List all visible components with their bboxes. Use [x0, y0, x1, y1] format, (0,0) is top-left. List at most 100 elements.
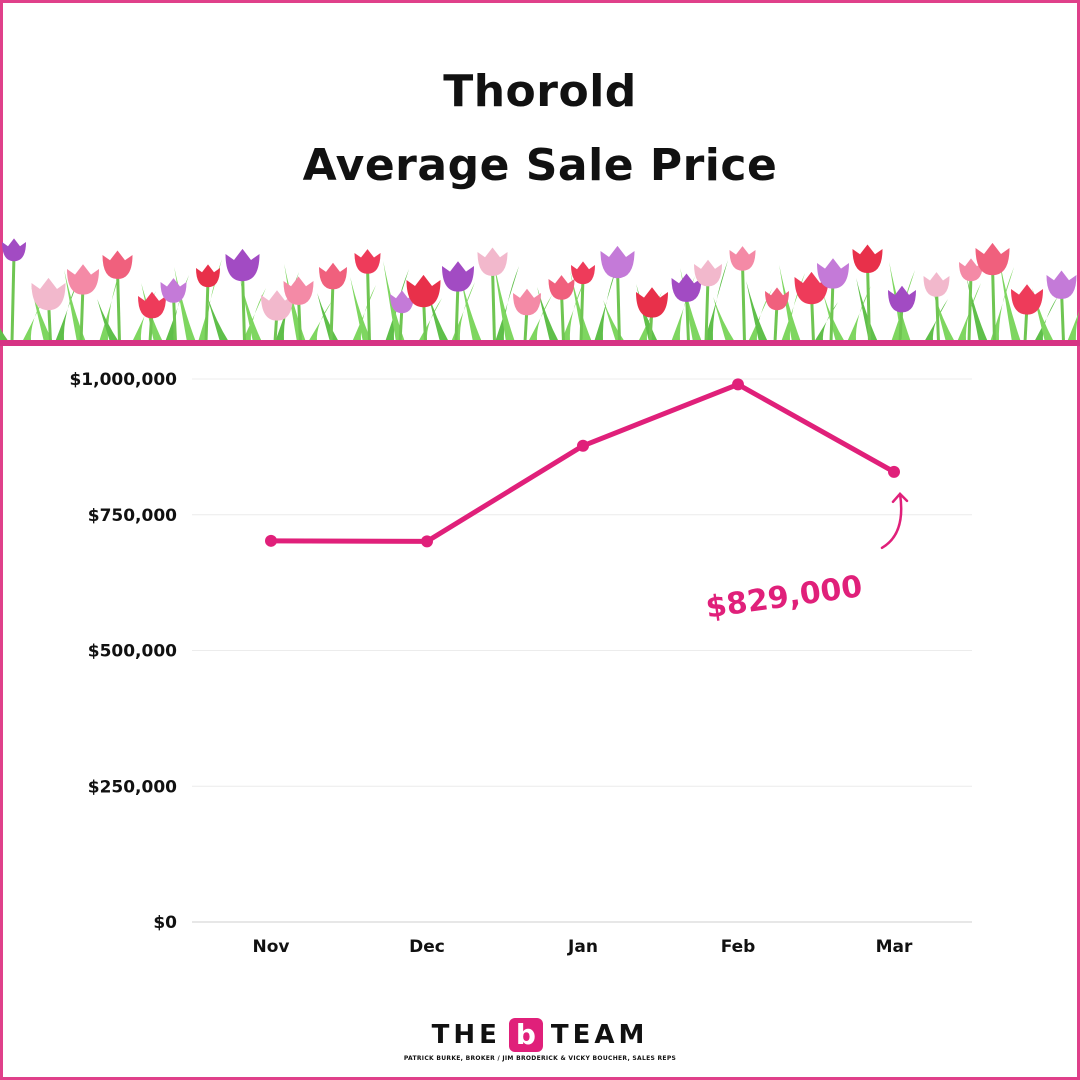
tulip-stem — [204, 279, 210, 342]
tulip-flower — [600, 245, 635, 279]
brand-logo: THE b TEAM PATRICK BURKE, BROKER / JIM B… — [0, 1018, 1080, 1062]
tulip-stem — [491, 266, 496, 342]
leaf — [636, 284, 658, 342]
tulip-flower — [888, 285, 916, 313]
x-axis-ticks: Nov Dec Jan Feb Mar — [253, 937, 913, 957]
leaf — [704, 260, 728, 342]
tulip-stem — [991, 264, 996, 342]
tulip-flower — [319, 262, 347, 290]
leaf — [31, 286, 53, 342]
leaf — [242, 288, 266, 342]
leaf — [746, 281, 768, 342]
leaf — [847, 286, 871, 342]
chart-title-line1: Thorold — [443, 66, 637, 117]
tulip-stem — [967, 273, 973, 342]
leaf — [999, 259, 1021, 342]
y-tick-label: $500,000 — [88, 642, 177, 662]
leaf — [856, 278, 878, 342]
leaf — [308, 301, 332, 342]
gridlines — [192, 378, 972, 923]
leaf — [495, 266, 519, 342]
tulip-stem — [454, 281, 460, 342]
tulip-stem — [935, 288, 940, 342]
leaf — [528, 295, 552, 342]
leaf — [713, 297, 735, 342]
leaf — [1067, 308, 1080, 342]
leaf — [427, 290, 449, 342]
leaf — [933, 291, 955, 342]
data-point — [265, 534, 277, 547]
tulip-stem — [366, 265, 371, 342]
data-point — [577, 439, 589, 452]
header-divider — [0, 340, 1080, 346]
tulip-stem — [560, 291, 565, 342]
tulip-flower — [959, 258, 983, 282]
leaf — [64, 270, 86, 342]
y-tick-label: $0 — [153, 913, 177, 933]
leaf — [418, 298, 442, 342]
annotation-label: $829,000 — [704, 569, 865, 626]
tulip-flower — [636, 287, 668, 318]
tulip-flower — [765, 287, 789, 311]
tulip-flower — [975, 242, 1010, 276]
leaf — [460, 274, 482, 342]
tulip-flower — [160, 278, 187, 303]
tulip-flower — [852, 244, 883, 273]
leaf — [680, 268, 702, 342]
data-point — [732, 378, 744, 391]
leaf — [537, 287, 559, 342]
logo-text-right: TEAM — [550, 1020, 649, 1050]
x-tick-label: Nov — [253, 937, 290, 957]
tulip-flower — [67, 264, 99, 295]
tulip-flower — [548, 275, 575, 300]
tulip-flower — [196, 264, 220, 288]
logo-b-mark: b — [508, 1018, 543, 1052]
tulip-border-illustration — [0, 238, 1080, 342]
leaf — [966, 275, 988, 342]
tulip-flower — [794, 271, 829, 305]
x-tick-label: Jan — [567, 937, 598, 957]
leaf — [779, 265, 801, 342]
annotation-layer: $829,000 — [704, 492, 909, 626]
logo-text-left: THE — [431, 1020, 501, 1050]
tulip-stem — [741, 262, 746, 342]
leaf — [55, 278, 79, 342]
tulip-flower — [671, 273, 702, 302]
leaf — [748, 289, 772, 342]
leaf — [891, 270, 915, 342]
y-axis-ticks: $0 $250,000 $500,000 $750,000 $1,000,000 — [69, 370, 177, 933]
data-point — [888, 465, 900, 478]
leaf — [561, 279, 585, 342]
tulip-flower — [31, 277, 66, 311]
leaf — [174, 267, 196, 342]
tulip-stem — [866, 263, 871, 342]
leaf — [383, 261, 405, 342]
leaf — [603, 300, 625, 342]
tulip-stem — [329, 280, 335, 342]
leaf — [493, 258, 515, 342]
leaf — [240, 280, 262, 342]
tulip-stem — [616, 267, 621, 342]
tulip-stem — [172, 294, 177, 342]
chart-title-line2: Average Sale Price — [302, 140, 778, 191]
y-tick-label: $1,000,000 — [69, 370, 177, 390]
tulip-flower — [283, 276, 314, 305]
tulip-flower — [923, 272, 950, 297]
data-point — [421, 535, 433, 548]
leaf — [1034, 296, 1058, 342]
tulip-stem — [704, 277, 710, 342]
leaf — [317, 293, 339, 342]
tulip-flower — [138, 291, 166, 319]
tulip-flower — [694, 259, 722, 287]
x-tick-label: Mar — [876, 937, 913, 957]
tulip-flower — [406, 274, 441, 308]
tulip-flower — [102, 250, 133, 279]
tulip-stem — [10, 253, 16, 342]
series-layer — [265, 378, 900, 548]
tulip-flower — [354, 249, 381, 274]
y-tick-label: $250,000 — [88, 777, 177, 797]
tulip-flower — [261, 290, 293, 321]
tulip-stem — [116, 269, 121, 342]
